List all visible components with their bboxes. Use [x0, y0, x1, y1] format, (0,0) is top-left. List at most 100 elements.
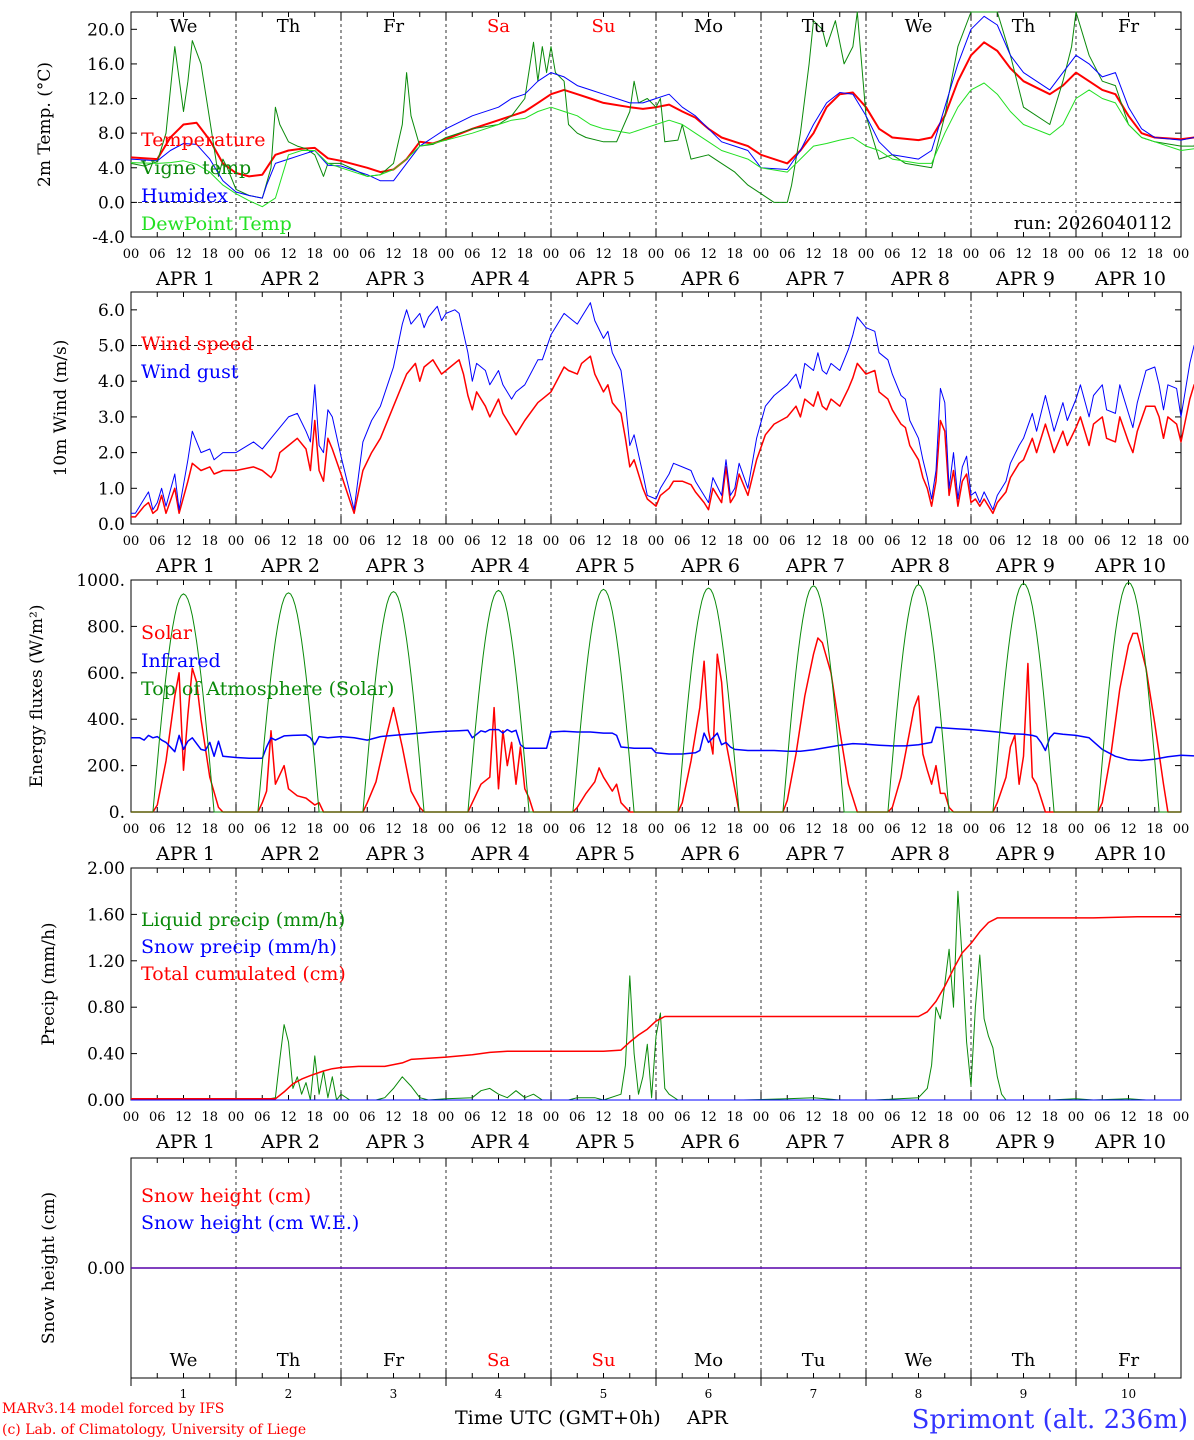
hour-tick-label: 12 — [1015, 534, 1032, 549]
hour-tick-label: 12 — [385, 1110, 402, 1125]
hour-tick-label: 00 — [1068, 247, 1085, 262]
hour-tick-label: 00 — [543, 247, 560, 262]
date-label: APR 5 — [575, 843, 635, 865]
day-name-bottom: Sa — [487, 1350, 510, 1371]
hour-tick-label: 18 — [201, 534, 218, 549]
hour-tick-label: 00 — [858, 534, 875, 549]
hour-tick-label: 00 — [648, 247, 665, 262]
date-label: APR 1 — [155, 843, 215, 865]
day-name-bottom: Fr — [383, 1350, 404, 1371]
legend-entry: Solar — [141, 622, 193, 644]
hour-tick-label: 12 — [805, 247, 822, 262]
date-label: APR 7 — [785, 1131, 845, 1153]
hour-tick-label: 00 — [753, 247, 770, 262]
hour-tick-label: 06 — [464, 247, 481, 262]
date-label: APR 9 — [995, 1131, 1055, 1153]
y-axis-label: Snow height (cm) — [39, 1192, 59, 1344]
hour-tick-label: 18 — [621, 822, 638, 837]
hour-tick-label: 12 — [1120, 822, 1137, 837]
hour-tick-label: 12 — [280, 534, 297, 549]
panel-wind: 0.0 1.0 2.0 3.0 4.0 5.0 6.0 10m Wind (m/s) Wind … — [51, 291, 1194, 577]
hour-tick-label: 00 — [123, 1110, 140, 1125]
hour-tick-label: 00 — [438, 1110, 455, 1125]
legend-entry: Infrared — [141, 650, 221, 672]
hour-tick-label: 12 — [805, 1110, 822, 1125]
hour-tick-label: 18 — [726, 822, 743, 837]
y-tick-label: 0.80 — [87, 998, 125, 1018]
hour-tick-label: 12 — [490, 247, 507, 262]
y-tick-label: 4.0 — [98, 159, 125, 179]
x-axis-month: APR — [686, 1407, 729, 1429]
hour-tick-label: 00 — [543, 534, 560, 549]
legend-entry: Wind speed — [141, 333, 253, 355]
station-title: Sprimont (alt. 236m) — [912, 1405, 1188, 1435]
hour-tick-label: 12 — [805, 534, 822, 549]
legend-entry: Snow height (cm) — [141, 1185, 311, 1207]
hour-tick-label: 12 — [280, 822, 297, 837]
date-label: APR 6 — [680, 268, 740, 290]
hour-tick-label: 12 — [700, 534, 717, 549]
y-tick-label: 0.0 — [98, 515, 125, 535]
hour-tick-label: 06 — [359, 822, 376, 837]
date-label: APR 9 — [995, 843, 1055, 865]
date-label: APR 3 — [365, 843, 425, 865]
hour-tick-label: 12 — [595, 822, 612, 837]
toa-solar-day-curve — [131, 593, 236, 813]
date-label: APR 1 — [155, 555, 215, 577]
hour-tick-label: 00 — [648, 534, 665, 549]
day-number: 9 — [1020, 1387, 1028, 1401]
hour-tick-label: 18 — [621, 247, 638, 262]
hour-tick-label: 18 — [411, 822, 428, 837]
date-label: APR 3 — [365, 1131, 425, 1153]
day-name-bottom: Tu — [802, 1350, 826, 1371]
copyright-credit: (c) Lab. of Climatology, University of L… — [2, 1422, 306, 1438]
hour-tick-label: 12 — [595, 534, 612, 549]
hour-tick-label: 18 — [726, 1110, 743, 1125]
day-name-bottom: We — [905, 1350, 933, 1371]
hour-tick-label: 12 — [595, 247, 612, 262]
hour-tick-label: 06 — [254, 247, 271, 262]
hour-tick-label: 18 — [201, 1110, 218, 1125]
toa-solar-day-curve — [236, 592, 341, 813]
hour-tick-label: 06 — [464, 822, 481, 837]
legend-entry: Wind gust — [141, 361, 239, 383]
y-tick-label: 0.0 — [98, 193, 125, 213]
legend-entry: Humidex — [141, 185, 228, 207]
hour-tick-label: 00 — [963, 247, 980, 262]
hour-tick-label: 18 — [516, 534, 533, 549]
hour-tick-label: 12 — [1120, 534, 1137, 549]
legend-entry: Snow height (cm W.E.) — [141, 1212, 359, 1234]
hour-tick-label: 06 — [779, 247, 796, 262]
date-label: APR 1 — [155, 268, 215, 290]
hour-tick-label: 18 — [306, 822, 323, 837]
date-label: APR 5 — [575, 555, 635, 577]
y-tick-label: 1.60 — [87, 905, 125, 925]
hour-tick-label: 00 — [1173, 247, 1190, 262]
hour-tick-label: 12 — [910, 1110, 927, 1125]
series-wind-speed — [131, 355, 1194, 518]
toa-solar-day-curve — [341, 591, 446, 813]
day-name-bottom: Th — [277, 1350, 301, 1371]
hour-tick-label: 12 — [490, 822, 507, 837]
y-tick-label: 0.40 — [87, 1045, 125, 1065]
hour-tick-label: 18 — [1041, 1110, 1058, 1125]
toa-solar-day-curve — [866, 583, 971, 813]
date-label: APR 6 — [680, 555, 740, 577]
hour-tick-label: 06 — [569, 247, 586, 262]
date-label: APR 7 — [785, 843, 845, 865]
date-label: APR 5 — [575, 268, 635, 290]
date-label: APR 10 — [1094, 1131, 1166, 1153]
hour-tick-label: 00 — [1173, 1110, 1190, 1125]
hour-tick-label: 12 — [700, 1110, 717, 1125]
hour-tick-label: 18 — [516, 1110, 533, 1125]
hour-tick-label: 12 — [175, 822, 192, 837]
series-wind-gust — [131, 302, 1194, 514]
hour-tick-label: 12 — [1120, 247, 1137, 262]
date-label: APR 6 — [680, 1131, 740, 1153]
hour-tick-label: 12 — [805, 822, 822, 837]
hour-tick-label: 06 — [254, 822, 271, 837]
y-tick-label: 600. — [87, 664, 125, 684]
hour-tick-label: 18 — [831, 1110, 848, 1125]
hour-tick-label: 00 — [333, 534, 350, 549]
day-name-top: Mo — [694, 16, 723, 37]
